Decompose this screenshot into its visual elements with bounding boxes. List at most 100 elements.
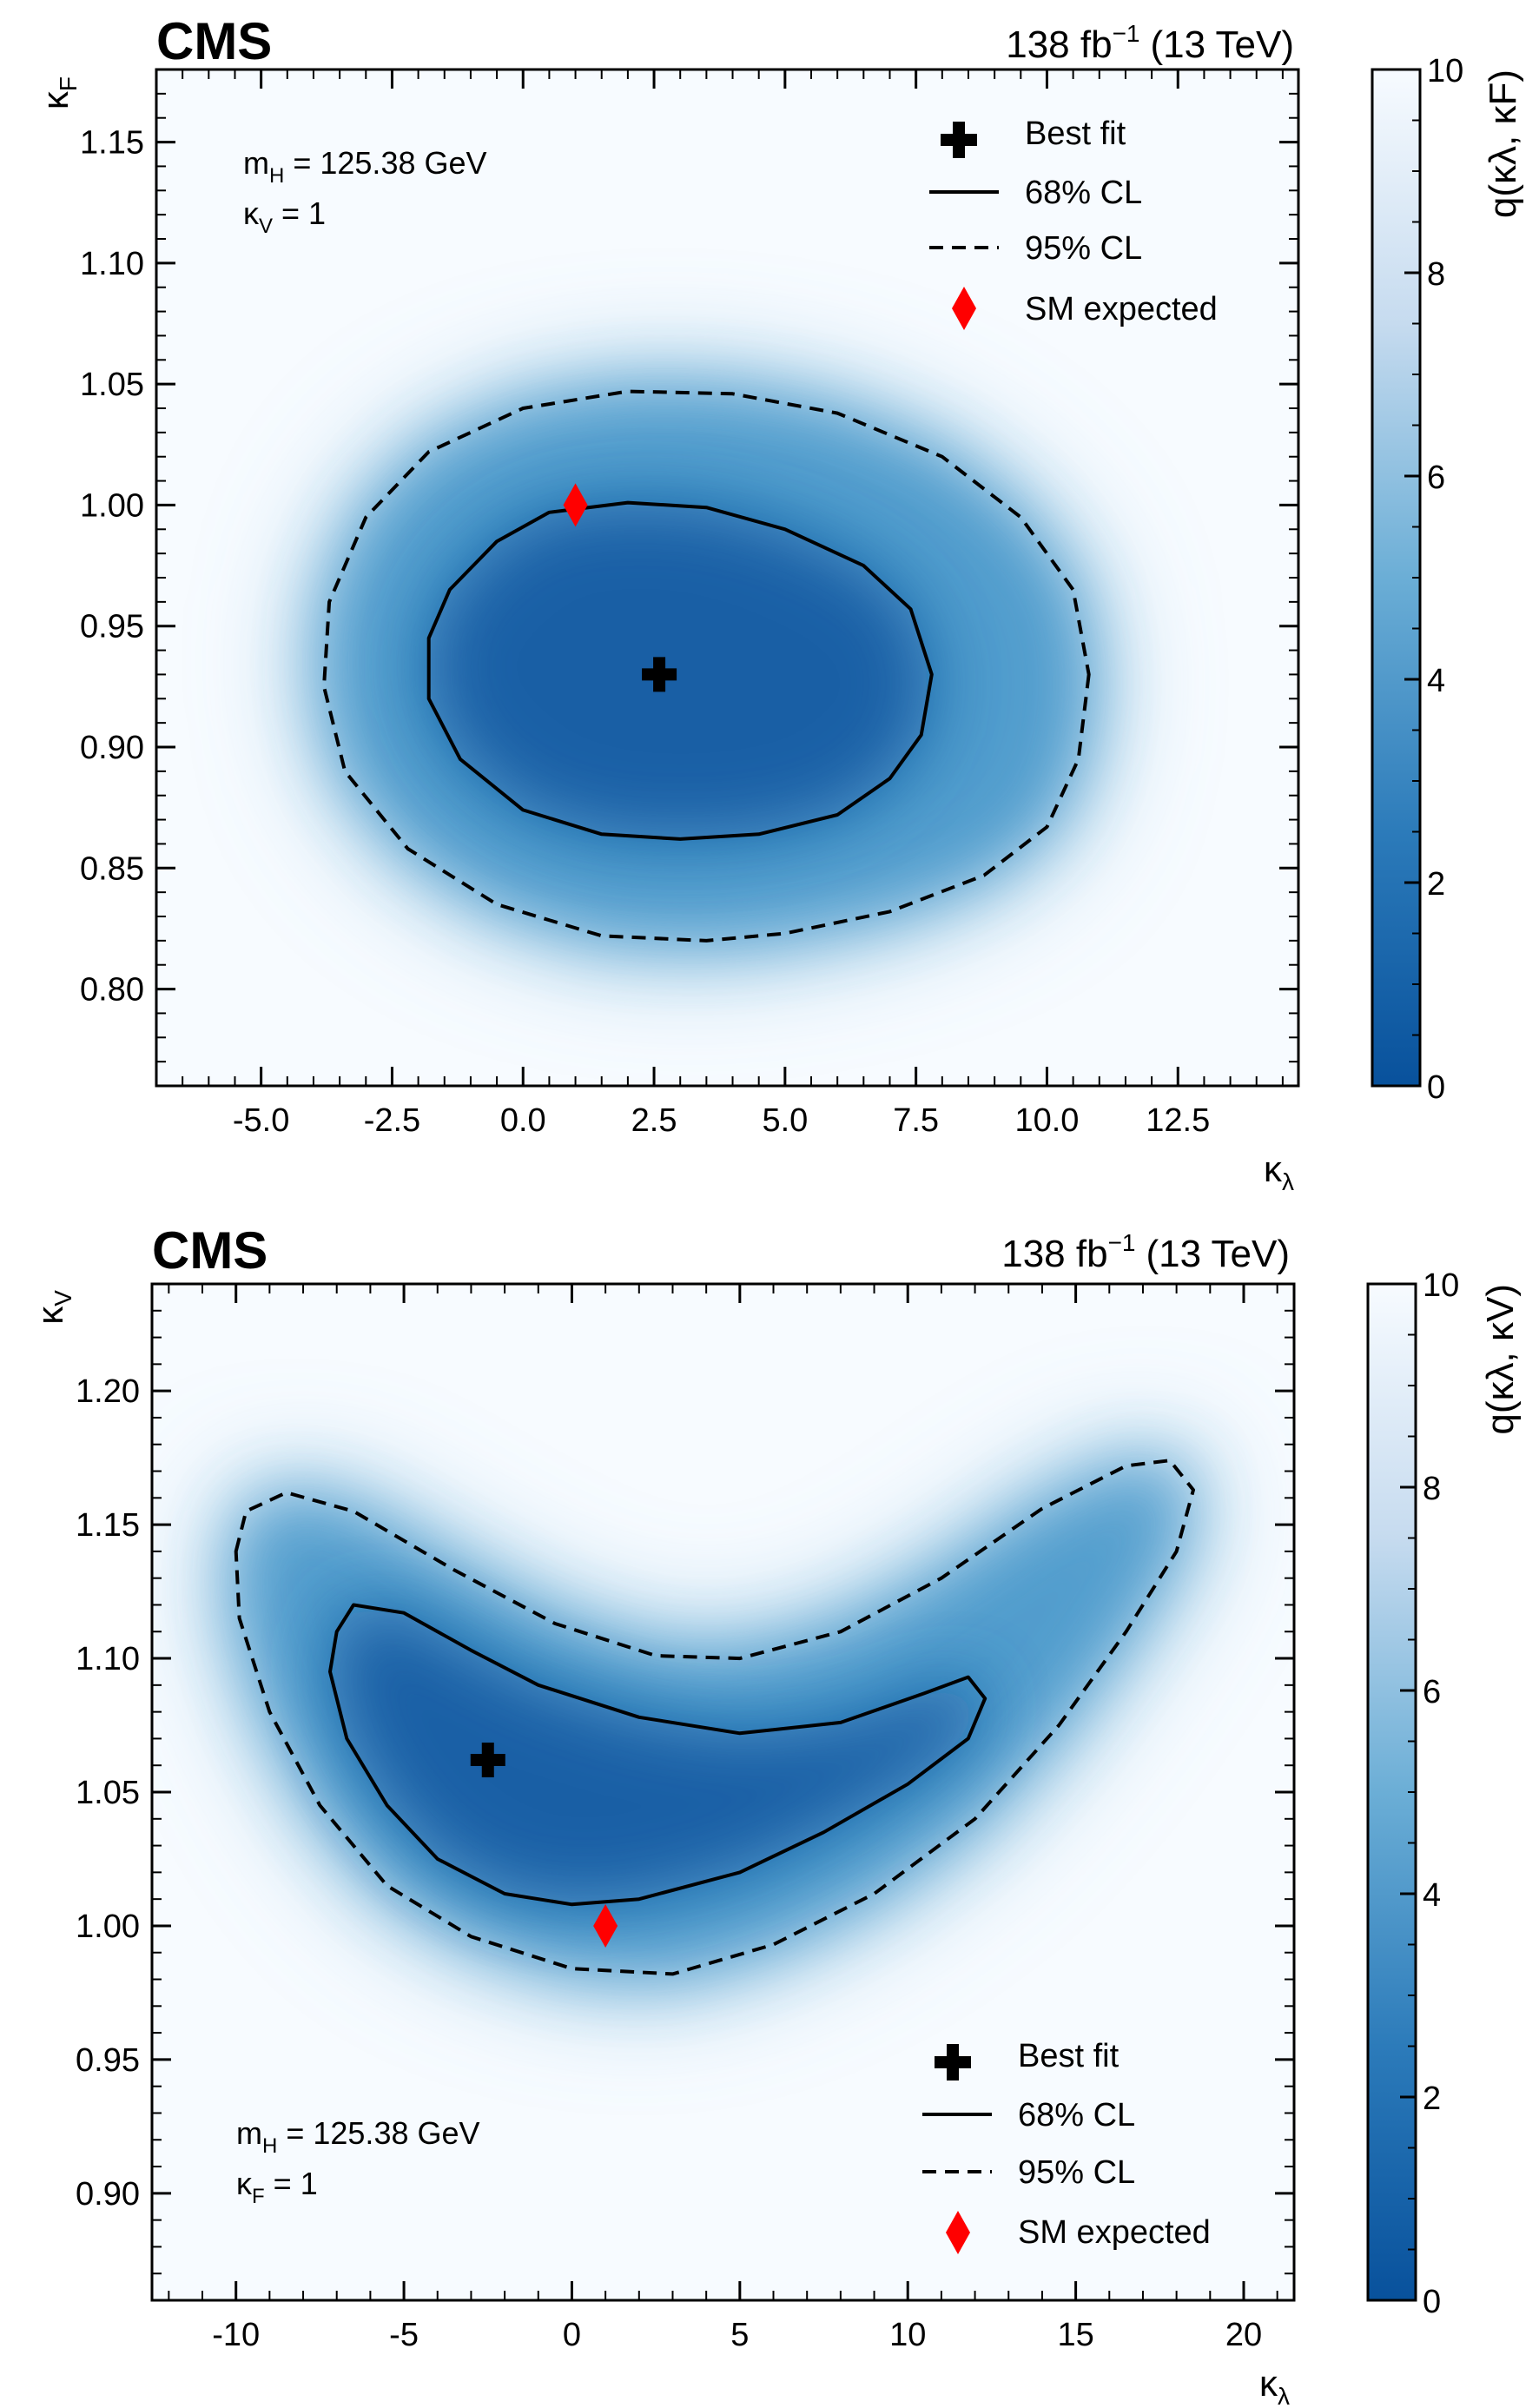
y-tick-label: 1.20 [76, 1373, 140, 1410]
colorbar-tick-label: 10 [1427, 53, 1463, 89]
x-axis-symbol: κ [1264, 1148, 1283, 1189]
x-tick-label: 0 [563, 2317, 581, 2353]
annotation-coupling-value: = 1 [273, 195, 326, 231]
point-markers [470, 1743, 618, 1948]
legend-sm-label: SM expected [1025, 291, 1218, 327]
annotation-mass: mH = 125.38 GeV [243, 145, 487, 188]
annotation-mass-subscript: H [262, 2134, 277, 2158]
colorbar-ticks: 0 2 4 6 8 10 [1400, 1267, 1459, 2320]
x-axis-label: κλ [1264, 1148, 1294, 1195]
colorbar-tick-label: 2 [1427, 866, 1445, 903]
colorbar-tick-label: 4 [1427, 663, 1445, 699]
y-tick-label: 1.05 [76, 1775, 140, 1811]
lumi-value: 138 fb [1001, 1233, 1107, 1275]
plot-area: -5.0 -2.5 0.0 2.5 5.0 7.5 10.0 12.5 0.80 0.85 0.90… [80, 68, 1300, 1139]
y-axis-symbol: κ [35, 90, 76, 109]
colorbar-tick-label: 0 [1427, 1069, 1445, 1106]
annotation-coupling: κV = 1 [243, 195, 326, 238]
legend-sm-label: SM expected [1018, 2214, 1211, 2251]
annotation-coupling-symbol: κ [236, 2166, 253, 2201]
sm-expected-marker [563, 483, 588, 527]
heat-layer-core [330, 1604, 986, 1905]
lumi-exponent: −1 [1108, 1229, 1136, 1256]
x-tick-label: 2.5 [631, 1102, 677, 1139]
y-tick-label: 1.10 [80, 246, 144, 282]
colorbar-tick-label: 6 [1423, 1674, 1441, 1710]
axis-ticks: -5.0 -2.5 0.0 2.5 5.0 7.5 10.0 12.5 0.80 0.85 0.90… [80, 69, 1298, 1139]
lumi-label: 138 fb−1 (13 TeV) [1006, 20, 1294, 66]
cms-logo: CMS [156, 12, 272, 70]
lumi-exponent: −1 [1113, 20, 1140, 47]
colorbar-tick-label: 6 [1427, 460, 1445, 496]
likelihood-heatmap [235, 1460, 1194, 1975]
colorbar-gradient [1371, 68, 1422, 1088]
contour-95 [234, 1459, 1195, 1976]
heat-layer-core [428, 502, 932, 839]
heatmap-layers [235, 1460, 1194, 1975]
annotation-mass-symbol: m [243, 145, 269, 181]
legend-best-fit-marker [935, 2044, 971, 2081]
y-tick-label: 0.95 [80, 609, 144, 645]
y-tick-label: 1.05 [80, 367, 144, 403]
top-panel: CMS 138 fb−1 (13 TeV) -5.0 -2.5 0.0 2.5 5.0 7.… [35, 12, 1524, 1195]
legend-95-label: 95% CL [1018, 2154, 1135, 2191]
lumi-value: 138 fb [1006, 23, 1112, 66]
y-tick-label: 0.90 [80, 730, 144, 766]
annotation-coupling-subscript: V [259, 215, 273, 238]
y-tick-label: 1.00 [80, 487, 144, 524]
colorbar-tick-label: 10 [1423, 1267, 1459, 1304]
bottom-panel: CMS 138 fb−1 (13 TeV) -10 -5 0 5 10 15 200.900.… [30, 1221, 1522, 2408]
x-axis-symbol: κ [1259, 2363, 1278, 2404]
colorbar-tick-label: 4 [1423, 1877, 1441, 1914]
colorbar-gradient [1366, 1282, 1417, 2302]
colorbar-ticks: 0 2 4 6 8 10 [1404, 53, 1463, 1106]
y-axis-symbol: κ [30, 1306, 70, 1325]
x-tick-label: 10 [889, 2317, 926, 2353]
annotation-mass-value: = 125.38 GeV [284, 145, 486, 181]
annotation-mass-symbol: m [236, 2115, 262, 2151]
annotation-coupling-symbol: κ [243, 195, 260, 231]
confidence-contours [322, 389, 1091, 943]
y-axis-subscript: F [55, 76, 82, 91]
annotation-coupling: κF = 1 [236, 2166, 318, 2208]
legend-sm-diamond [952, 287, 976, 330]
x-tick-label: 15 [1057, 2317, 1093, 2353]
y-axis-label: κF [35, 76, 82, 109]
x-tick-label: 5.0 [762, 1102, 808, 1139]
confidence-contours [234, 1459, 1195, 1976]
legend-best-fit-label: Best fit [1025, 116, 1126, 152]
legend: Best fit 68% CL 95% CL SM expected [922, 2038, 1211, 2254]
contour-68 [426, 500, 934, 841]
y-tick-label: 1.15 [80, 125, 144, 162]
legend-best-fit-marker [941, 122, 977, 158]
x-tick-label: 0.0 [500, 1102, 546, 1139]
x-axis-subscript: λ [1278, 2383, 1290, 2408]
energy-label: (13 TeV) [1146, 1233, 1291, 1275]
annotation-coupling-subscript: F [252, 2185, 265, 2208]
x-tick-label: 12.5 [1146, 1102, 1210, 1139]
annotation-mass-subscript: H [269, 164, 284, 188]
energy-label: (13 TeV) [1151, 23, 1295, 66]
y-tick-label: 1.15 [76, 1507, 140, 1544]
x-tick-label: -10 [212, 2317, 260, 2353]
x-tick-label: -5 [389, 2317, 419, 2353]
x-tick-label: 10.0 [1014, 1102, 1079, 1139]
colorbar-tick-label: 8 [1427, 256, 1445, 293]
legend-best-fit-label: Best fit [1018, 2038, 1120, 2074]
contour-68 [328, 1603, 987, 1907]
y-tick-label: 0.95 [76, 2042, 140, 2079]
annotation-mass: mH = 125.38 GeV [236, 2115, 480, 2158]
colorbar-label: q(κλ, κV) [1479, 1284, 1522, 1435]
legend-68-label: 68% CL [1018, 2097, 1135, 2133]
y-axis-subscript: V [50, 1290, 76, 1307]
y-axis-label: κV [30, 1290, 76, 1325]
colorbar: 0 2 4 6 8 10 q(κλ, κV) [1366, 1267, 1522, 2320]
x-tick-label: 7.5 [893, 1102, 939, 1139]
legend-68-label: 68% CL [1025, 175, 1142, 211]
annotation-coupling-value: = 1 [265, 2166, 318, 2201]
colorbar-tick-label: 8 [1423, 1471, 1441, 1507]
y-tick-label: 1.00 [76, 1909, 140, 1945]
x-tick-label: 20 [1225, 2317, 1262, 2353]
colorbar-tick-label: 0 [1423, 2284, 1441, 2320]
